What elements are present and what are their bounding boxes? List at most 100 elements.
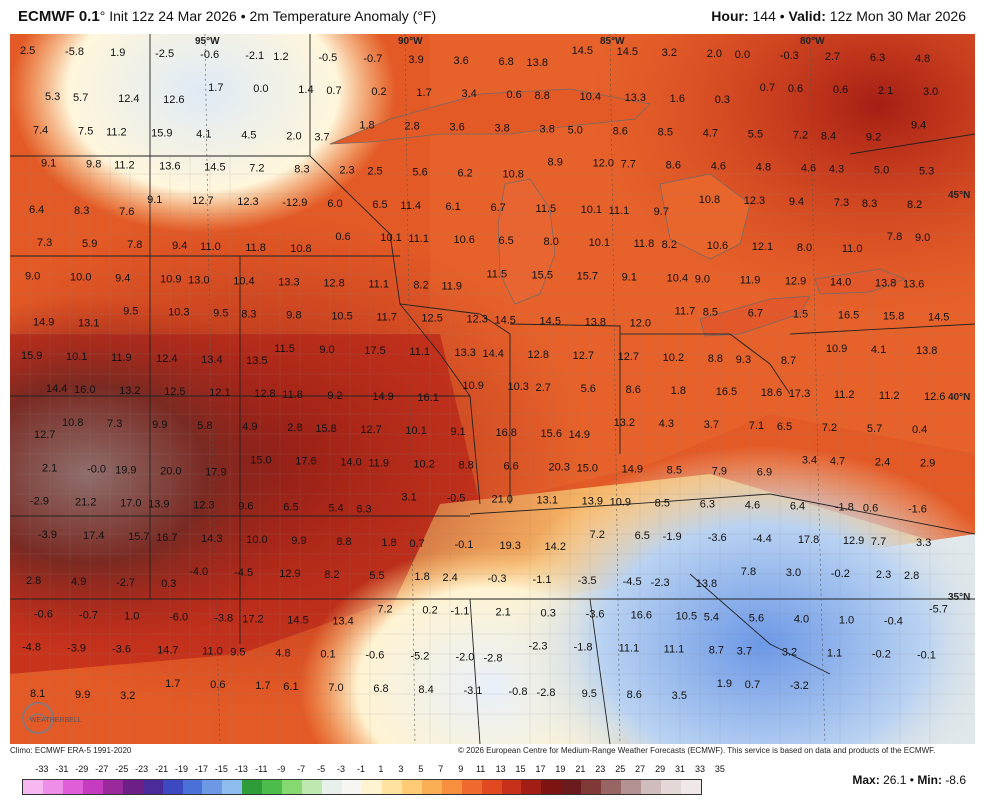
anomaly-value-label: 10.3 (508, 381, 529, 393)
anomaly-value-label: 15.5 (532, 269, 553, 281)
anomaly-value-label: 5.3 (45, 91, 60, 103)
anomaly-value-label: -3.6 (112, 644, 131, 656)
anomaly-value-label: 14.5 (495, 315, 516, 327)
legend-swatch (421, 780, 442, 794)
hour-value: 144 (752, 8, 776, 24)
anomaly-value-label: -2.8 (484, 653, 503, 665)
anomaly-value-label: 15.7 (128, 531, 149, 543)
anomaly-value-label: 3.2 (782, 647, 797, 659)
anomaly-value-label: 0.6 (833, 84, 848, 96)
legend-swatch (381, 780, 402, 794)
anomaly-value-label: 7.2 (249, 163, 264, 175)
anomaly-value-label: 7.2 (793, 129, 808, 141)
legend-swatch (441, 780, 462, 794)
anomaly-value-label: 6.5 (499, 235, 514, 247)
anomaly-value-label: 3.1 (401, 492, 416, 504)
anomaly-map[interactable]: 95°W 90°W 85°W 80°W 45°N 40°N 35°N 2.5 -5… (10, 34, 975, 744)
anomaly-value-label: 10.9 (826, 343, 847, 355)
anomaly-value-label: 7.3 (37, 237, 52, 249)
anomaly-value-label: 2.1 (496, 606, 511, 618)
anomaly-value-label: 12.7 (34, 429, 55, 441)
anomaly-value-label: 17.4 (83, 530, 104, 542)
anomaly-value-label: -5.2 (410, 651, 429, 663)
anomaly-value-label: 3.8 (495, 122, 510, 134)
anomaly-value-label: 1.9 (717, 678, 732, 690)
anomaly-value-label: 16.8 (496, 427, 517, 439)
map-title: ECMWF 0.1° Init 12z 24 Mar 2026 • 2m Tem… (18, 8, 436, 25)
anomaly-value-label: -4.5 (623, 576, 642, 588)
anomaly-value-label: -3.6 (586, 608, 605, 620)
value-labels: 2.5 -5.8 1.9 -2.5 -0.6 -2.1 1.2 -0.5 -0.7 3.9 3.6 6… (20, 45, 949, 702)
lon-label-90: 90°W (398, 36, 423, 47)
anomaly-value-label: 7.3 (107, 418, 122, 430)
anomaly-value-label: 14.0 (830, 276, 851, 288)
anomaly-value-label: 2.8 (404, 120, 419, 132)
anomaly-value-label: 14.5 (287, 614, 308, 626)
anomaly-value-label: 6.1 (283, 681, 298, 693)
anomaly-value-label: -0.1 (454, 539, 473, 551)
anomaly-value-label: 0.7 (326, 85, 341, 97)
anomaly-value-label: 0.7 (745, 679, 760, 691)
lon-label-85: 85°W (600, 36, 625, 47)
anomaly-value-label: 13.4 (201, 354, 222, 366)
anomaly-value-label: 10.4 (667, 272, 688, 284)
anomaly-value-label: 6.9 (757, 466, 772, 478)
anomaly-value-label: 8.5 (655, 498, 670, 510)
anomaly-value-label: -0.2 (872, 649, 891, 661)
anomaly-value-label: 6.3 (870, 52, 885, 64)
anomaly-value-label: 0.3 (541, 607, 556, 619)
anomaly-value-label: 9.0 (319, 344, 334, 356)
anomaly-value-label: 6.8 (373, 683, 388, 695)
anomaly-value-label: 4.8 (756, 162, 771, 174)
anomaly-value-label: -0.5 (318, 52, 337, 64)
legend-swatch (641, 780, 661, 794)
anomaly-value-label: 9.1 (450, 426, 465, 438)
min-value: -8.6 (945, 773, 966, 787)
anomaly-value-label: 10.8 (503, 169, 524, 181)
anomaly-value-label: -2.1 (245, 50, 264, 62)
anomaly-value-label: 13.5 (246, 355, 267, 367)
anomaly-value-label: 2.7 (825, 51, 840, 63)
legend-tick-label: 35 (714, 764, 725, 774)
anomaly-value-label: 10.8 (290, 243, 311, 255)
anomaly-value-label: 8.3 (241, 309, 256, 321)
legend-tick-label: -33 (35, 764, 49, 774)
anomaly-value-label: 5.8 (197, 420, 212, 432)
legend-tick-label: -13 (234, 764, 248, 774)
anomaly-value-label: 8.2 (662, 239, 677, 251)
anomaly-value-label: 17.5 (364, 345, 385, 357)
maxmin-separator: • (909, 773, 914, 787)
anomaly-value-label: 4.1 (196, 128, 211, 140)
legend-swatch (142, 780, 163, 794)
lake-superior (329, 88, 651, 145)
anomaly-value-label: 13.4 (332, 615, 353, 627)
weatherbell-logo-icon: WEATHERBELL (22, 702, 82, 734)
anomaly-value-label: 20.0 (160, 465, 181, 477)
anomaly-value-label: 8.8 (708, 353, 723, 365)
anomaly-value-label: -3.9 (67, 643, 86, 655)
anomaly-value-label: 3.8 (540, 123, 555, 135)
legend-tick-label: 7 (438, 764, 444, 774)
county-grid (10, 154, 975, 744)
anomaly-value-label: 12.3 (193, 500, 214, 512)
legend-tick-label: 27 (635, 764, 646, 774)
lat-label-45: 45°N (948, 190, 970, 201)
legend-tick-label: -21 (155, 764, 169, 774)
degree-mark: ° (99, 8, 106, 24)
anomaly-value-label: 16.6 (631, 609, 652, 621)
legend-tick-label: -1 (356, 764, 366, 774)
anomaly-value-label: 17.8 (798, 534, 819, 546)
anomaly-value-label: 17.3 (789, 388, 810, 400)
anomaly-value-label: 15.7 (577, 270, 598, 282)
anomaly-value-label: 13.8 (696, 578, 717, 590)
anomaly-value-label: 10.1 (66, 351, 87, 363)
anomaly-value-label: 2.1 (42, 462, 57, 474)
legend-swatch (242, 780, 263, 794)
anomaly-value-label: 9.0 (915, 232, 930, 244)
legend-tick-label: 13 (495, 764, 506, 774)
anomaly-value-label: 9.5 (213, 308, 228, 320)
legend-swatch (182, 780, 203, 794)
anomaly-value-label: 15.0 (250, 454, 271, 466)
anomaly-value-label: -2.3 (529, 641, 548, 653)
anomaly-value-label: 9.7 (654, 206, 669, 218)
